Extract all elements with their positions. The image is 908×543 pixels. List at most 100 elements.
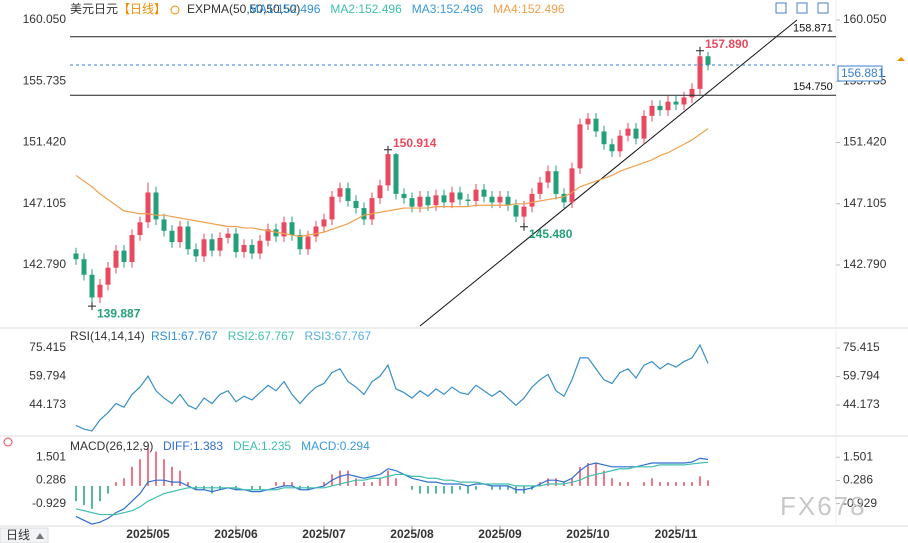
x-tick-label: 2025/11 — [655, 527, 698, 541]
watermark: FX678 — [780, 491, 867, 521]
candle-body — [497, 196, 503, 203]
price-arrow — [897, 57, 905, 61]
candle-body — [585, 118, 591, 125]
y-tick-label: 0.286 — [843, 473, 873, 487]
y-tick-label: 151.420 — [843, 135, 887, 149]
y-tick-label: 147.105 — [23, 196, 67, 210]
rsi-line — [75, 343, 709, 432]
y-tick-label: 59.794 — [29, 369, 66, 383]
candle-body — [345, 188, 351, 201]
settings-icon[interactable] — [3, 437, 13, 447]
legend-item: MA4:152.496 — [493, 2, 565, 16]
candle-body — [633, 128, 639, 139]
settings-icon[interactable] — [170, 5, 180, 15]
candle-body — [601, 131, 607, 145]
toolbar-icons — [775, 2, 829, 14]
expma-line — [75, 128, 709, 238]
candle-body — [361, 208, 367, 220]
candle-body — [81, 259, 87, 275]
candle-body — [225, 233, 231, 238]
candle-body — [121, 250, 127, 262]
y-tick-label: 155.735 — [23, 73, 67, 87]
candle-body — [281, 222, 287, 237]
candle-body — [457, 192, 463, 200]
legend-item: MA3:152.496 — [412, 2, 484, 16]
candle-body — [449, 192, 455, 203]
icon[interactable] — [796, 2, 808, 14]
candle-body — [593, 118, 599, 132]
level-label: 154.750 — [793, 81, 833, 93]
candle-body — [689, 88, 695, 98]
candle-body — [89, 274, 95, 298]
trend-line — [419, 19, 798, 327]
candle-body — [673, 101, 679, 105]
candle-body — [657, 105, 663, 111]
legend-item: RSI1:67.767 — [151, 329, 218, 343]
candle-body — [569, 168, 575, 203]
tab-label[interactable]: 日线 — [6, 528, 30, 542]
y-tick-label: 160.050 — [23, 12, 67, 26]
candle-body — [137, 222, 143, 236]
tab[interactable] — [0, 527, 49, 543]
candle-body — [617, 135, 623, 152]
candle-body — [97, 284, 103, 298]
candle-body — [177, 226, 183, 243]
candle-body — [233, 233, 239, 253]
candle-body — [521, 206, 527, 217]
y-tick-label: 75.415 — [843, 340, 880, 354]
y-tick-label: 44.173 — [29, 397, 66, 411]
candle-body — [369, 198, 375, 220]
candle-body — [393, 154, 399, 194]
candle-body — [185, 226, 191, 250]
candle-body — [209, 239, 215, 251]
candle-body — [529, 193, 535, 207]
x-tick-label: 2025/07 — [302, 527, 346, 541]
candle-body — [465, 199, 471, 201]
candle-body — [193, 249, 199, 257]
legend-item: MA1:152.496 — [249, 2, 321, 16]
annotation-marker — [88, 302, 96, 311]
candle-body — [169, 230, 175, 243]
candle-body — [641, 115, 647, 139]
legend-item: MA2:152.496 — [330, 2, 402, 16]
candle-body — [313, 226, 319, 237]
indicator-label: RSI(14,14,14) — [70, 329, 145, 343]
candle-body — [249, 244, 255, 254]
y-tick-label: 147.105 — [843, 196, 887, 210]
candle-body — [273, 229, 279, 237]
y-tick-label: 0.286 — [36, 473, 66, 487]
candle-body — [217, 237, 223, 251]
candle-body — [649, 105, 655, 116]
candle-body — [265, 229, 271, 241]
candle-body — [537, 182, 543, 194]
icon[interactable] — [775, 2, 787, 14]
macd-line — [75, 457, 709, 525]
legend-item: DEA:1.235 — [233, 439, 291, 453]
candle-body — [337, 188, 343, 197]
y-tick-label: 160.050 — [843, 12, 887, 26]
candle-body — [241, 244, 247, 253]
candle-body — [129, 235, 135, 262]
annotation-marker — [520, 222, 528, 231]
x-tick-label: 2025/05 — [126, 527, 170, 541]
candle-body — [201, 239, 207, 257]
candle-body — [577, 124, 583, 169]
candle-body — [105, 267, 111, 285]
candle-body — [353, 200, 359, 209]
candle-body — [545, 171, 551, 183]
x-tick-label: 2025/10 — [566, 527, 610, 541]
y-tick-label: 75.415 — [29, 340, 66, 354]
candle-body — [433, 195, 439, 206]
candle-body — [705, 56, 711, 65]
legend-item: RSI2:67.767 — [228, 329, 295, 343]
candle-body — [473, 189, 479, 201]
icon[interactable] — [817, 2, 829, 14]
candle-body — [401, 193, 407, 199]
annotation-marker — [696, 46, 704, 55]
y-tick-label: 1.501 — [843, 449, 873, 463]
candle-body — [305, 236, 311, 250]
annotation-label: 157.890 — [705, 37, 749, 51]
legend-item: DIFF:1.383 — [163, 439, 223, 453]
annotation-label: 145.480 — [529, 227, 573, 241]
y-tick-label: 44.173 — [843, 397, 880, 411]
